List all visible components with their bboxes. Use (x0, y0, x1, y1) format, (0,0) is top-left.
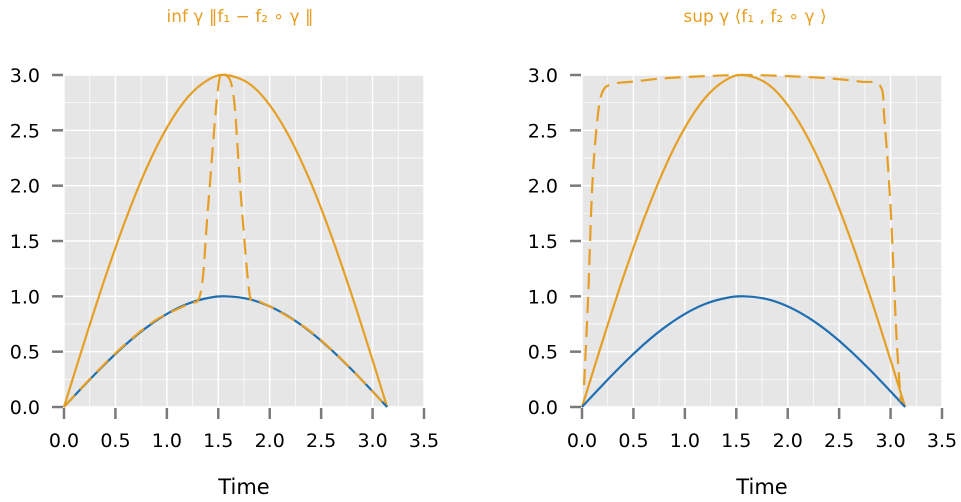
left-x-tick-label: 2.5 (306, 430, 336, 452)
left-y-tick-label: 0.5 (10, 342, 40, 364)
left-x-tick-label: 3.0 (357, 430, 387, 452)
right-chart-title: sup γ ⟨f₁ , f₂ ∘ γ ⟩ (683, 7, 826, 27)
left-y-tick-label: 0.0 (10, 397, 40, 419)
right-y-tick-label: 1.0 (528, 286, 558, 308)
left-x-tick-label: 0.5 (100, 430, 130, 452)
left-y-tick-label: 3.0 (10, 65, 40, 87)
right-x-tick-label: 2.5 (824, 430, 854, 452)
left-y-tick-label: 2.5 (10, 120, 40, 142)
left-x-tick-label: 1.0 (152, 430, 182, 452)
right-y-tick-label: 1.5 (528, 231, 558, 253)
right-y-tick-label: 2.0 (528, 176, 558, 198)
right-x-tick-label: 1.0 (670, 430, 700, 452)
right-chart-panel: 0.0 0.5 1.0 1.5 2.0 2.5 3.0 3.5 0.0 0.5 1.0 1.5 2.0 2… (528, 7, 957, 499)
left-chart-panel: 0.0 0.5 1.0 1.5 2.0 2.5 3.0 3.5 0.0 0.5 1.0 1.5 2.0 2… (10, 7, 439, 499)
left-chart-title: inf γ ‖f₁ − f₂ ∘ γ ‖ (167, 7, 314, 27)
right-x-tick-label: 3.0 (875, 430, 905, 452)
right-series-orange-dashed (583, 73, 902, 402)
right-x-tick-label: 2.0 (773, 430, 803, 452)
left-y-tick-label: 1.5 (10, 231, 40, 253)
left-y-tick-label: 1.0 (10, 286, 40, 308)
left-x-axis-label: Time (217, 475, 269, 499)
right-x-tick-label: 0.5 (618, 430, 648, 452)
right-y-tick-label: 0.0 (528, 397, 558, 419)
right-series-blue-solid (581, 295, 906, 408)
right-y-tick-label: 0.5 (528, 342, 558, 364)
right-x-axis-label: Time (735, 475, 787, 499)
left-y-tick-label: 2.0 (10, 176, 40, 198)
right-y-tick-label: 3.0 (528, 65, 558, 87)
right-x-tick-label: 3.5 (927, 430, 957, 452)
left-x-tick-label: 1.5 (203, 430, 233, 452)
right-x-tick-label: 0.0 (567, 430, 597, 452)
left-x-tick-label: 0.0 (49, 430, 79, 452)
left-series-orange-dashed (63, 70, 388, 408)
left-x-tick-label: 2.0 (255, 430, 285, 452)
right-x-tick-label: 1.5 (721, 430, 751, 452)
right-y-tick-label: 2.5 (528, 120, 558, 142)
left-x-tick-label: 3.5 (409, 430, 439, 452)
